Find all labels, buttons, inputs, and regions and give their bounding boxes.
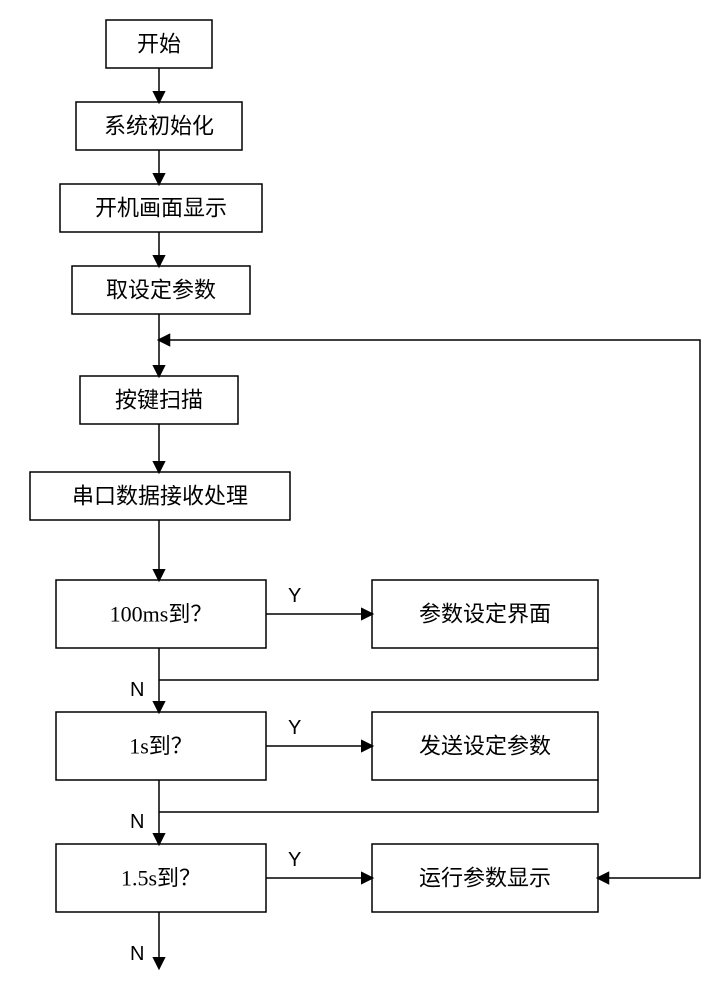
node-splash-label: 开机画面显示 xyxy=(95,196,227,221)
node-getparam: 取设定参数 xyxy=(72,266,250,314)
label-d15s-y: Y xyxy=(288,849,301,871)
node-d1s: 1s到？ xyxy=(56,712,266,780)
node-keyscan-label: 按键扫描 xyxy=(115,388,203,413)
node-runparam: 运行参数显示 xyxy=(372,844,598,912)
node-sendparam: 发送设定参数 xyxy=(372,712,598,780)
node-d15s: 1.5s到？ xyxy=(56,844,266,912)
node-getparam-label: 取设定参数 xyxy=(106,278,216,303)
node-d1s-label: 1s到？ xyxy=(129,734,193,759)
node-start: 开始 xyxy=(106,20,212,68)
node-splash: 开机画面显示 xyxy=(60,184,262,232)
node-start-label: 开始 xyxy=(137,32,181,57)
node-init-label: 系统初始化 xyxy=(104,114,214,139)
node-serial: 串口数据接收处理 xyxy=(30,472,290,520)
edge-paramui-merge xyxy=(159,648,598,680)
node-d15s-label: 1.5s到？ xyxy=(121,866,201,891)
node-runparam-label: 运行参数显示 xyxy=(419,866,551,891)
node-paramui-label: 参数设定界面 xyxy=(419,602,551,627)
label-d1s-n: N xyxy=(130,811,144,833)
label-d100ms-y: Y xyxy=(288,585,301,607)
label-d15s-n: N xyxy=(130,943,144,965)
node-d100ms: 100ms到？ xyxy=(56,580,266,648)
node-sendparam-label: 发送设定参数 xyxy=(419,734,551,759)
label-d1s-y: Y xyxy=(288,717,301,739)
flowchart-canvas: 开始 系统初始化 开机画面显示 取设定参数 按键扫描 串口数据接收处理 100m… xyxy=(0,0,727,1000)
edge-sendparam-merge xyxy=(159,780,598,812)
label-d100ms-n: N xyxy=(130,679,144,701)
node-d100ms-label: 100ms到？ xyxy=(110,602,213,627)
node-init: 系统初始化 xyxy=(76,102,242,150)
node-keyscan: 按键扫描 xyxy=(80,376,238,424)
node-serial-label: 串口数据接收处理 xyxy=(72,484,248,509)
node-paramui: 参数设定界面 xyxy=(372,580,598,648)
